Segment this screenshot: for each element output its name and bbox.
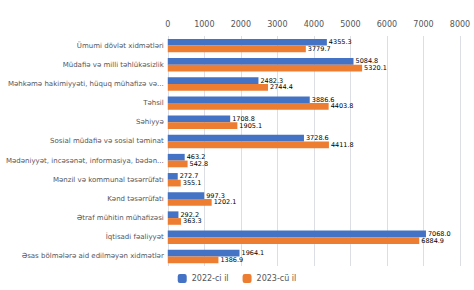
svg-text:542.8: 542.8 [190, 160, 209, 168]
svg-text:1000: 1000 [194, 20, 214, 29]
svg-text:363.3: 363.3 [183, 217, 202, 225]
svg-text:1386.9: 1386.9 [220, 256, 243, 264]
svg-text:Ümumi dövlət xidmətləri: Ümumi dövlət xidmətləri [77, 41, 164, 50]
svg-text:5320.1: 5320.1 [364, 64, 387, 72]
svg-text:Mədəniyyət, incəsənət, informa: Mədəniyyət, incəsənət, informasiya, bədə… [6, 157, 164, 165]
svg-text:Ətraf mühitin mühafizəsi: Ətraf mühitin mühafizəsi [77, 214, 164, 222]
svg-text:Səhiyyə: Səhiyyə [136, 118, 164, 126]
svg-text:0: 0 [165, 20, 170, 29]
svg-text:7068.0: 7068.0 [428, 229, 451, 238]
svg-text:7000: 7000 [413, 20, 433, 29]
svg-text:1905.1: 1905.1 [239, 122, 262, 130]
svg-text:6000: 6000 [377, 20, 397, 29]
svg-text:4355.3: 4355.3 [329, 38, 352, 46]
svg-text:3779.7: 3779.7 [308, 45, 331, 53]
svg-text:4000: 4000 [304, 20, 324, 29]
svg-text:2482.3: 2482.3 [260, 76, 284, 85]
svg-text:1202.1: 1202.1 [214, 198, 237, 206]
svg-text:6884.9: 6884.9 [421, 237, 444, 245]
svg-text:1708.8: 1708.8 [232, 114, 255, 123]
svg-text:355.1: 355.1 [183, 179, 202, 187]
svg-text:İqtisadi fəaliyyət: İqtisadi fəaliyyət [106, 232, 164, 241]
svg-text:4411.8: 4411.8 [331, 141, 354, 149]
svg-text:5084.8: 5084.8 [355, 57, 379, 66]
svg-text:292.2: 292.2 [180, 210, 200, 219]
svg-text:Kənd təsərrüfatı: Kənd təsərrüfatı [107, 195, 164, 203]
svg-text:Əsas bölmələrə aid edilməyən x: Əsas bölmələrə aid edilməyən xidmətlər [22, 252, 164, 260]
svg-text:Məhkəmə hakimiyyəti, hüquq müh: Məhkəmə hakimiyyəti, hüquq mühafizə və..… [8, 80, 164, 88]
svg-text:997.3: 997.3 [206, 191, 225, 200]
svg-text:2023-cü il: 2023-cü il [257, 274, 297, 283]
svg-text:Təhsil: Təhsil [142, 99, 164, 107]
svg-text:8000: 8000 [450, 20, 470, 29]
svg-text:272.7: 272.7 [179, 172, 199, 181]
svg-text:4403.8: 4403.8 [331, 102, 354, 110]
svg-text:Mənzil və kommunal təsərrüfatı: Mənzil və kommunal təsərrüfatı [53, 176, 164, 184]
svg-text:3886.6: 3886.6 [311, 95, 335, 104]
svg-text:3728.6: 3728.6 [306, 134, 329, 142]
svg-text:3000: 3000 [267, 20, 287, 29]
svg-text:1964.1: 1964.1 [242, 249, 265, 257]
svg-text:Müdafiə və milli təhlükəsizlik: Müdafiə və milli təhlükəsizlik [63, 61, 165, 69]
svg-text:2022-ci il: 2022-ci il [192, 274, 229, 283]
svg-text:2000: 2000 [231, 20, 251, 29]
svg-text:5000: 5000 [340, 20, 360, 29]
svg-text:2744.4: 2744.4 [270, 83, 293, 91]
svg-text:Sosial müdafiə və sosial təmin: Sosial müdafiə və sosial təminat [50, 137, 164, 145]
svg-text:463.2: 463.2 [186, 153, 206, 162]
